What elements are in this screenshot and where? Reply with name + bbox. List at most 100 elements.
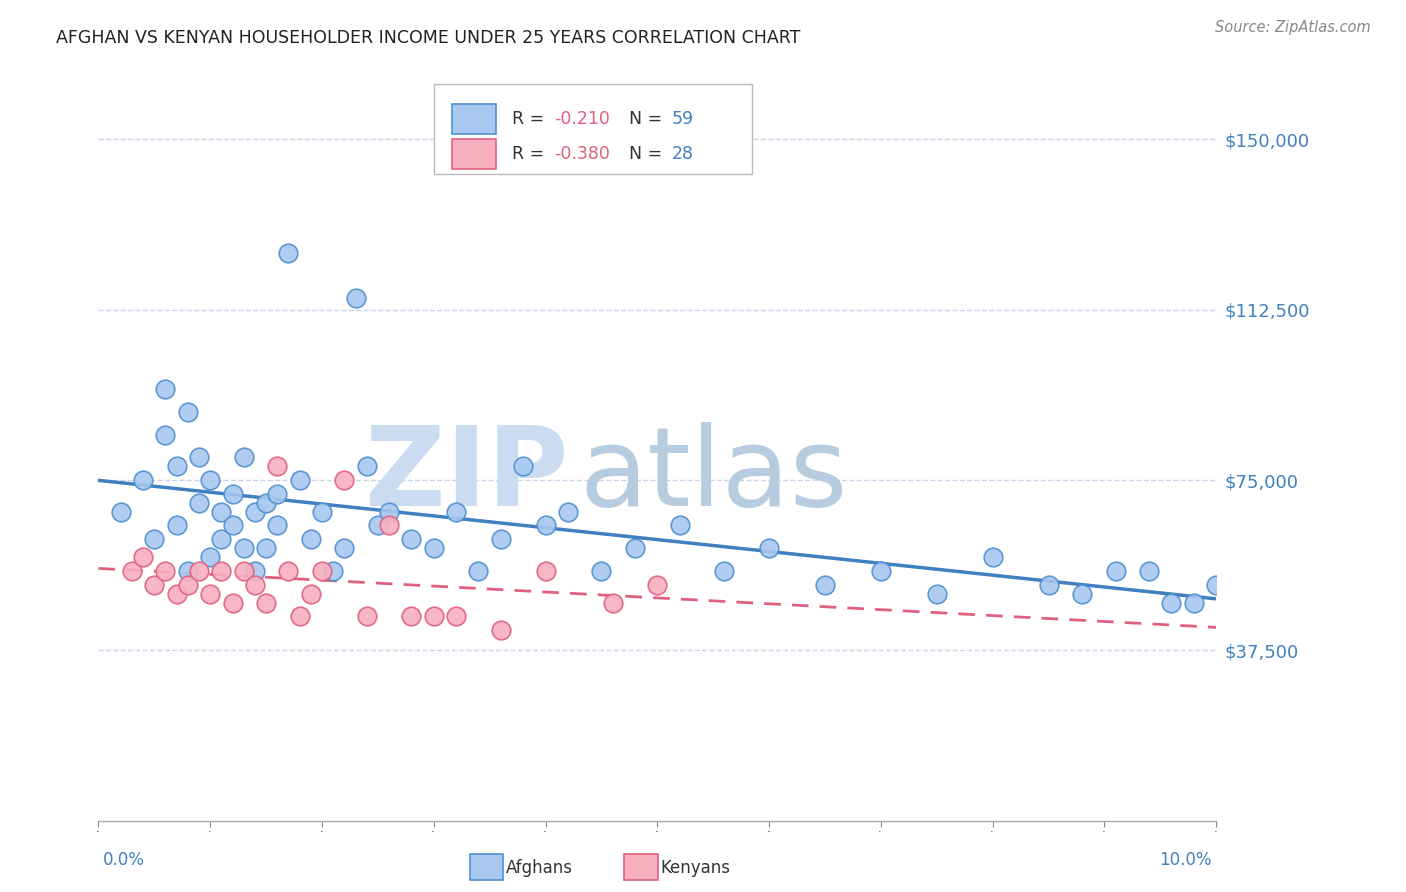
Point xyxy=(299,532,322,546)
Point xyxy=(266,518,288,533)
Point xyxy=(534,564,557,578)
Point xyxy=(758,541,780,556)
Point xyxy=(266,459,288,474)
Point xyxy=(444,505,467,519)
Point xyxy=(534,518,557,533)
Point xyxy=(155,427,177,442)
Point xyxy=(110,505,132,519)
Point xyxy=(1160,596,1182,610)
Point xyxy=(401,532,423,546)
Text: R =: R = xyxy=(512,110,550,128)
Point xyxy=(155,382,177,396)
Point xyxy=(322,564,344,578)
Point xyxy=(1205,577,1227,591)
Point xyxy=(243,577,266,591)
Point xyxy=(1071,586,1094,600)
Point xyxy=(143,577,166,591)
Point xyxy=(1137,564,1160,578)
Point xyxy=(277,564,299,578)
Point xyxy=(200,473,222,487)
Point xyxy=(356,609,378,624)
Point xyxy=(512,459,534,474)
Text: Afghans: Afghans xyxy=(506,859,574,877)
Point xyxy=(814,577,837,591)
Point xyxy=(209,505,232,519)
Point xyxy=(489,532,512,546)
Point xyxy=(254,541,277,556)
Point xyxy=(143,532,166,546)
Point xyxy=(1038,577,1060,591)
Point xyxy=(333,473,356,487)
Text: 28: 28 xyxy=(672,145,693,162)
Point xyxy=(166,518,188,533)
Point xyxy=(221,486,243,500)
Point xyxy=(333,541,356,556)
Point xyxy=(311,564,333,578)
Text: N =: N = xyxy=(630,145,668,162)
Point xyxy=(557,505,579,519)
Point xyxy=(489,623,512,637)
Point xyxy=(209,532,232,546)
Point xyxy=(713,564,735,578)
Point xyxy=(188,496,211,510)
Point xyxy=(444,609,467,624)
Point xyxy=(243,505,266,519)
Point xyxy=(166,586,188,600)
Text: 59: 59 xyxy=(672,110,695,128)
Point xyxy=(299,586,322,600)
Text: 0.0%: 0.0% xyxy=(103,851,145,869)
Point xyxy=(602,596,624,610)
Point xyxy=(200,550,222,565)
Point xyxy=(221,518,243,533)
Point xyxy=(132,473,155,487)
Point xyxy=(367,518,389,533)
Point xyxy=(591,564,613,578)
FancyBboxPatch shape xyxy=(451,139,496,169)
Point xyxy=(188,450,211,465)
Text: atlas: atlas xyxy=(579,423,848,530)
Point xyxy=(378,518,401,533)
Point xyxy=(121,564,143,578)
Point xyxy=(624,541,647,556)
Text: R =: R = xyxy=(512,145,550,162)
Text: AFGHAN VS KENYAN HOUSEHOLDER INCOME UNDER 25 YEARS CORRELATION CHART: AFGHAN VS KENYAN HOUSEHOLDER INCOME UNDE… xyxy=(56,29,800,46)
Point xyxy=(155,564,177,578)
Point xyxy=(401,609,423,624)
Point xyxy=(177,577,200,591)
Point xyxy=(254,596,277,610)
FancyBboxPatch shape xyxy=(451,103,496,134)
Point xyxy=(200,586,222,600)
Point xyxy=(132,550,155,565)
Point xyxy=(166,459,188,474)
Point xyxy=(668,518,690,533)
Point xyxy=(266,486,288,500)
Point xyxy=(356,459,378,474)
Point xyxy=(647,577,669,591)
Point xyxy=(221,596,243,610)
Text: Source: ZipAtlas.com: Source: ZipAtlas.com xyxy=(1215,20,1371,35)
Point xyxy=(243,564,266,578)
Point xyxy=(232,450,254,465)
Text: Kenyans: Kenyans xyxy=(661,859,731,877)
Point xyxy=(423,609,446,624)
Point xyxy=(311,505,333,519)
Point xyxy=(288,473,311,487)
Point xyxy=(344,292,367,306)
Point xyxy=(188,564,211,578)
Point xyxy=(232,541,254,556)
Point xyxy=(467,564,489,578)
Point xyxy=(177,564,200,578)
Text: -0.380: -0.380 xyxy=(554,145,610,162)
Point xyxy=(870,564,893,578)
Point xyxy=(277,246,299,260)
Text: ZIP: ZIP xyxy=(364,423,568,530)
Text: N =: N = xyxy=(630,110,668,128)
Point xyxy=(925,586,948,600)
Point xyxy=(378,505,401,519)
Point xyxy=(1104,564,1126,578)
Point xyxy=(1182,596,1205,610)
Point xyxy=(288,609,311,624)
Text: -0.210: -0.210 xyxy=(554,110,610,128)
Text: 10.0%: 10.0% xyxy=(1160,851,1212,869)
Point xyxy=(254,496,277,510)
